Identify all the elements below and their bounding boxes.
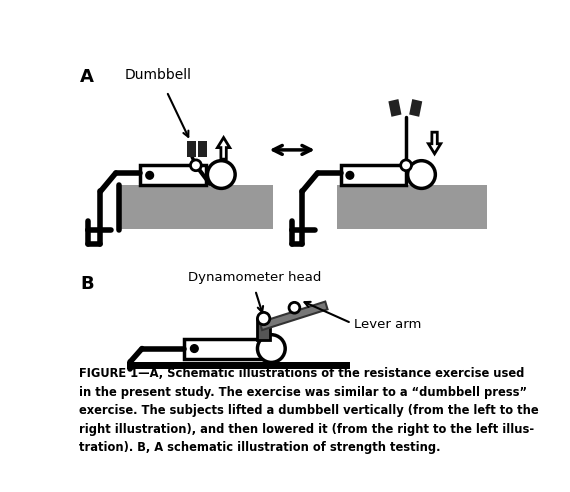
FancyArrow shape <box>429 132 441 154</box>
Text: B: B <box>80 275 94 293</box>
Polygon shape <box>409 99 422 117</box>
FancyArrow shape <box>217 138 230 159</box>
Circle shape <box>289 303 300 313</box>
Bar <box>337 184 487 229</box>
Circle shape <box>401 160 412 171</box>
Text: A: A <box>80 68 94 86</box>
Circle shape <box>346 171 354 179</box>
Bar <box>127 362 350 369</box>
Circle shape <box>408 161 435 188</box>
Text: Lever arm: Lever arm <box>354 318 421 331</box>
Polygon shape <box>260 302 328 330</box>
Polygon shape <box>388 99 401 117</box>
Circle shape <box>190 345 198 352</box>
Bar <box>198 141 207 157</box>
Text: FIGURE 1—A, Schematic illustrations of the resistance exercise used
in the prese: FIGURE 1—A, Schematic illustrations of t… <box>79 367 539 454</box>
Circle shape <box>258 312 270 325</box>
Circle shape <box>146 171 153 179</box>
Bar <box>258 318 270 340</box>
Bar <box>119 184 273 229</box>
Circle shape <box>258 335 285 363</box>
Bar <box>341 165 406 185</box>
Bar <box>140 165 206 185</box>
Text: Dynamometer head: Dynamometer head <box>189 271 322 284</box>
Circle shape <box>207 161 235 188</box>
Bar <box>186 141 196 157</box>
Text: Dumbbell: Dumbbell <box>125 68 192 82</box>
Bar <box>184 338 261 359</box>
Circle shape <box>190 160 201 171</box>
